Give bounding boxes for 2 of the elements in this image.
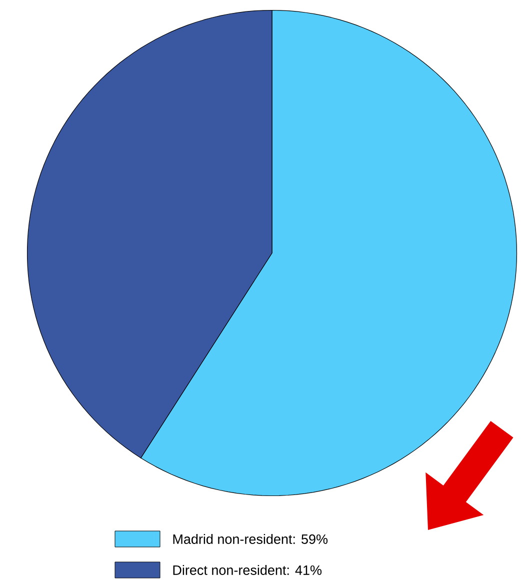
legend-label: Direct non-resident: 41% [173,565,322,575]
legend-label: Madrid non-resident: 59% [173,534,328,544]
